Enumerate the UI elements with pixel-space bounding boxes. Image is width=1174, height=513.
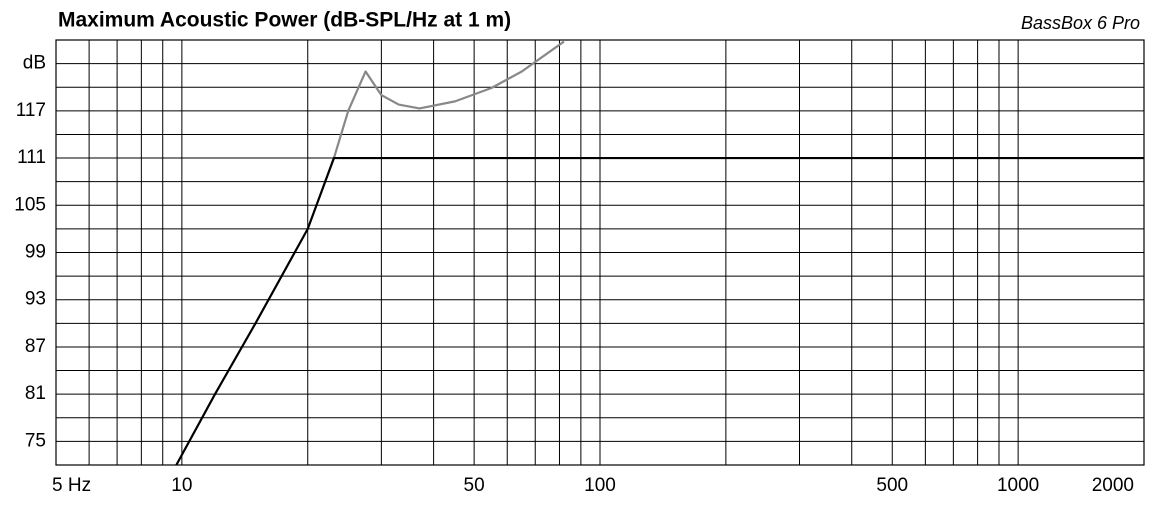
data-line [175,156,1144,466]
y-tick-label: 117 [16,100,46,121]
y-tick-label: 99 [25,242,46,263]
x-tick-label: 500 [876,475,908,496]
y-tick-label: 93 [25,289,46,310]
y-tick-label: 75 [25,430,46,451]
x-tick-label: 10 [171,475,192,496]
y-tick-label: 87 [25,336,46,357]
chart-title: Maximum Acoustic Power (dB-SPL/Hz at 1 m… [58,9,511,32]
x-tick-label: 5 Hz [52,475,91,496]
x-tick-label: 2000 [1092,475,1134,496]
y-tick-label: 111 [17,147,46,168]
y-tick-label: dB [23,53,46,74]
y-tick-label: 81 [25,383,46,404]
brand-annotation: BassBox 6 Pro [1021,13,1140,33]
x-tick-label: 50 [464,475,485,496]
x-tick-label: 100 [584,475,616,496]
plot-frame [55,39,1145,466]
data-line [332,40,565,159]
y-tick-label: 105 [14,194,46,215]
x-tick-label: 1000 [997,475,1039,496]
